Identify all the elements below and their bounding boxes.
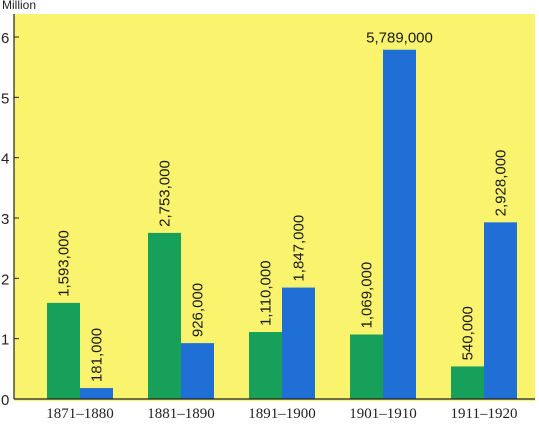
category-labels-group: 1871–1880 1881–1890 1891–1900 1901–1910 1911… bbox=[46, 406, 517, 422]
bar-series2 bbox=[80, 388, 113, 399]
x-category-label: 1891–1900 bbox=[248, 406, 316, 422]
x-category-label: 1911–1920 bbox=[451, 406, 518, 422]
bar-series1 bbox=[249, 332, 282, 399]
bar-series2 bbox=[484, 222, 517, 399]
bar-series2 bbox=[282, 287, 315, 399]
bar-series2 bbox=[383, 49, 416, 399]
bar-data-label: 2,753,000 bbox=[157, 160, 174, 227]
axes bbox=[13, 14, 535, 400]
bar-data-label: 540,000 bbox=[460, 306, 477, 360]
bar-series1 bbox=[47, 302, 80, 399]
data-labels-group: 1,593,000 181,000 2,753,000 926,000 1,110,00… bbox=[56, 30, 510, 382]
bar-data-label: 1,847,000 bbox=[291, 215, 308, 282]
y-tick-label: 3 bbox=[1, 211, 9, 228]
x-category-label: 1871–1880 bbox=[46, 406, 114, 422]
bar-series1 bbox=[451, 366, 484, 399]
y-tick-label: 6 bbox=[1, 30, 9, 47]
bar-data-label: 2,928,000 bbox=[493, 150, 510, 217]
bar-series1 bbox=[350, 334, 383, 399]
bar-data-label: 5,789,000 bbox=[366, 30, 433, 47]
bar-data-label: 181,000 bbox=[89, 328, 106, 382]
x-category-label: 1881–1890 bbox=[147, 406, 215, 422]
bar-series2 bbox=[181, 343, 214, 399]
bar-data-label: 926,000 bbox=[190, 283, 207, 337]
bar-data-label: 1,110,000 bbox=[258, 260, 275, 326]
bar-data-label: 1,069,000 bbox=[359, 262, 376, 329]
bar-series1 bbox=[148, 232, 181, 399]
bars-group bbox=[47, 49, 517, 399]
y-tick-label: 0 bbox=[1, 392, 9, 409]
bar-data-label: 1,593,000 bbox=[56, 230, 73, 297]
x-category-label: 1901–1910 bbox=[349, 406, 417, 422]
y-tick-label: 1 bbox=[1, 332, 9, 349]
y-tick-label: 4 bbox=[1, 151, 9, 168]
y-axis-unit-label: Million bbox=[2, 0, 36, 12]
y-axis-ticks: 0 1 2 3 4 5 6 bbox=[1, 30, 19, 409]
y-tick-label: 5 bbox=[1, 90, 9, 107]
y-tick-label: 2 bbox=[1, 271, 9, 288]
